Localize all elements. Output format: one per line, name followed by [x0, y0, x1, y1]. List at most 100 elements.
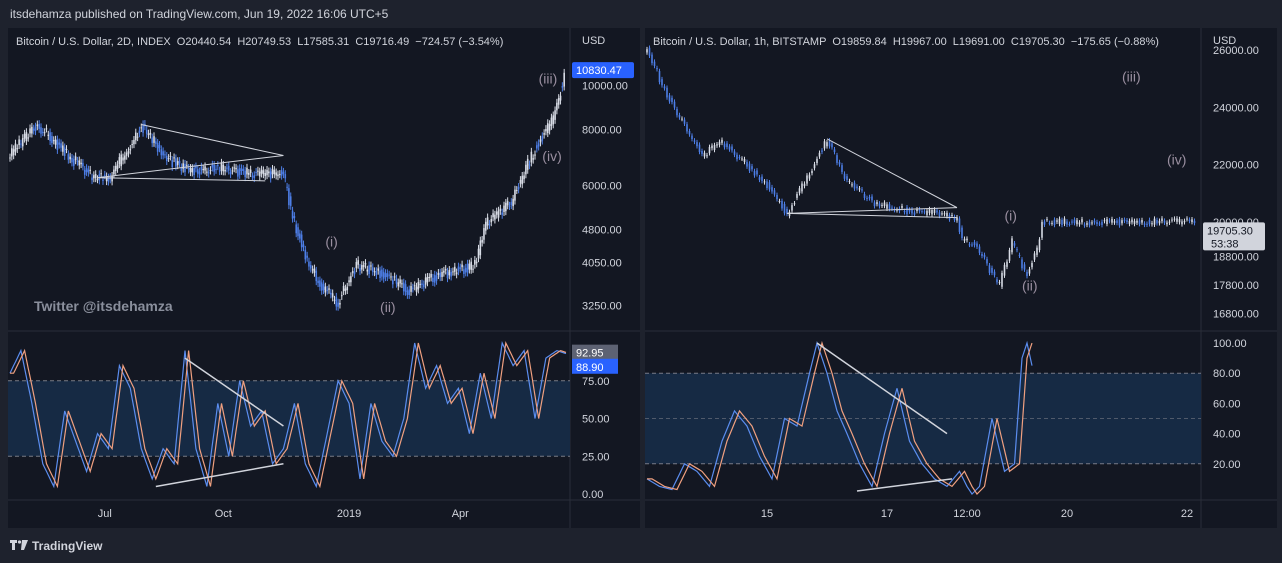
- candle-body: [843, 173, 846, 179]
- right-chart-panel[interactable]: USD26000.0024000.0022000.0020000.0018800…: [645, 28, 1277, 528]
- candle-body: [648, 47, 651, 56]
- candle-body: [951, 214, 953, 216]
- candle-body: [196, 169, 199, 174]
- candle-body: [337, 302, 339, 307]
- candle-body: [406, 290, 409, 295]
- candle-body: [244, 170, 246, 178]
- time-tick-label: Oct: [215, 508, 232, 520]
- candle-body: [444, 268, 447, 271]
- candle-body: [763, 181, 766, 183]
- candle-body: [841, 165, 843, 172]
- candle-body: [43, 132, 46, 134]
- candle-body: [454, 266, 456, 272]
- tradingview-logo[interactable]: TradingView: [10, 539, 102, 553]
- candle-body: [1133, 220, 1136, 224]
- candle-body: [1166, 222, 1168, 225]
- candle-body: [284, 174, 287, 179]
- candle-body: [233, 167, 236, 169]
- candle-body: [335, 296, 338, 307]
- candle-body: [793, 203, 796, 205]
- oscillator-trendline[interactable]: [856, 478, 953, 492]
- candle-body: [557, 98, 560, 105]
- candle-body: [125, 152, 128, 156]
- candle-body: [563, 72, 565, 87]
- candle-body: [543, 133, 545, 135]
- candle-body: [282, 171, 285, 175]
- candle-body: [938, 212, 941, 216]
- candle-body: [706, 155, 708, 157]
- candle-body: [534, 154, 536, 156]
- last-price-tag: [572, 62, 634, 79]
- candle-body: [1141, 220, 1143, 223]
- candle-body: [217, 165, 219, 167]
- candle-body: [204, 166, 206, 171]
- candle-body: [721, 139, 723, 143]
- candle-body: [238, 168, 241, 175]
- candle-body: [111, 175, 113, 182]
- candle-body: [943, 213, 946, 215]
- candle-body: [262, 170, 265, 175]
- candle-body: [956, 217, 958, 221]
- candle-body: [138, 130, 141, 134]
- price-trendline[interactable]: [786, 212, 958, 219]
- candle-body: [242, 169, 245, 171]
- price-trendline[interactable]: [141, 124, 284, 156]
- candle-body: [124, 155, 126, 160]
- oscillator-tick-label: 40.00: [1213, 429, 1241, 441]
- oscillator-tick-label: 25.00: [582, 451, 610, 463]
- candle-body: [23, 133, 26, 139]
- candle-body: [494, 214, 496, 220]
- candle-body: [1178, 219, 1181, 223]
- oscillator-tick-label: 0.00: [582, 489, 603, 501]
- candle-body: [14, 143, 17, 152]
- candle-body: [1053, 219, 1056, 225]
- candle-body: [120, 154, 122, 167]
- candle-body: [51, 135, 53, 143]
- candle-body: [118, 157, 121, 165]
- candle-body: [776, 194, 778, 200]
- candle-body: [946, 212, 948, 217]
- candle-body: [142, 124, 144, 133]
- candle-body: [62, 145, 64, 152]
- candle-body: [27, 137, 30, 139]
- oscillator-trendline[interactable]: [184, 357, 284, 427]
- price-trendline[interactable]: [826, 138, 958, 209]
- oscillator-trendline[interactable]: [155, 463, 284, 488]
- candle-body: [32, 128, 35, 131]
- candle-body: [20, 143, 22, 145]
- candle-body: [1013, 243, 1016, 246]
- candle-body: [743, 159, 746, 162]
- candle-body: [1021, 259, 1023, 269]
- candle-body: [523, 175, 525, 180]
- candle-body: [1176, 218, 1178, 222]
- right-chart-canvas[interactable]: USD26000.0024000.0022000.0020000.0018800…: [645, 28, 1277, 528]
- price-trendline[interactable]: [786, 207, 958, 214]
- candle-body: [911, 209, 913, 214]
- left-chart-canvas[interactable]: USD 10000.00 8000.00 6000.00 4800.00 4050.00 3…: [8, 28, 640, 528]
- candle-body: [1026, 271, 1028, 277]
- candle-body: [464, 267, 467, 273]
- candle-body: [871, 196, 873, 201]
- candle-body: [791, 205, 793, 211]
- candle-body: [1066, 221, 1068, 225]
- candle-body: [450, 271, 452, 277]
- price-tick-label: 22000.00: [1213, 160, 1259, 172]
- candle-body: [766, 181, 768, 188]
- candle-body: [926, 210, 928, 215]
- candle-body: [258, 171, 261, 177]
- candle-body: [69, 156, 71, 160]
- candle-body: [484, 221, 487, 231]
- stoch-d-value-tag: [572, 358, 618, 374]
- candle-body: [696, 142, 698, 147]
- candle-body: [220, 162, 223, 171]
- candle-body: [477, 248, 480, 259]
- candle-body: [1191, 219, 1193, 223]
- candle-body: [521, 175, 524, 185]
- left-chart-panel[interactable]: USD 10000.00 8000.00 6000.00 4800.00 4050.00 3…: [8, 28, 640, 528]
- candle-body: [9, 157, 11, 159]
- candle-body: [941, 213, 943, 215]
- price-trendline[interactable]: [97, 177, 266, 182]
- price-trendline[interactable]: [97, 155, 284, 179]
- oscillator-tick-label: 75.00: [582, 376, 610, 388]
- oscillator-trendline[interactable]: [816, 342, 948, 435]
